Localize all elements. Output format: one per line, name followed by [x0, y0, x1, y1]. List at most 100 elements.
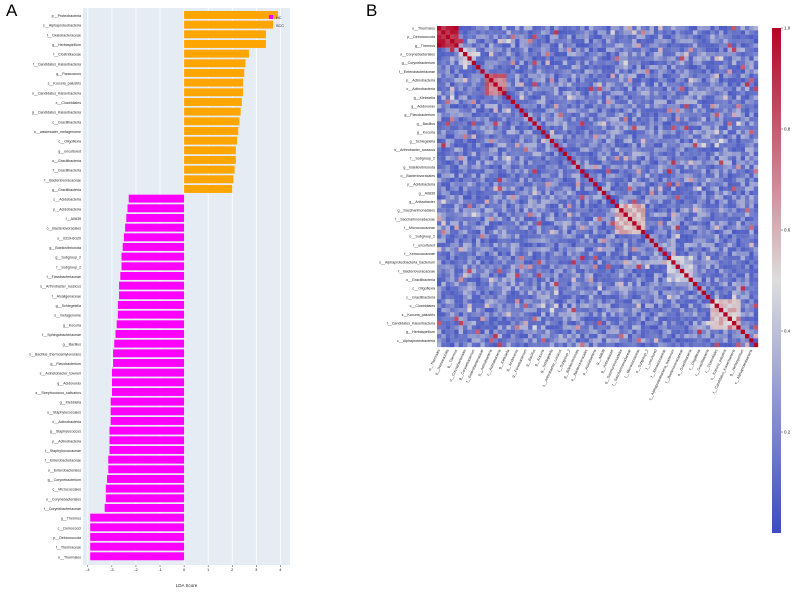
- heatmap-cell: [727, 138, 733, 144]
- heatmap-cell: [528, 177, 533, 183]
- heatmap-cell: [575, 190, 581, 196]
- heatmap-cell: [614, 164, 620, 170]
- heatmap-cell: [714, 52, 720, 57]
- heatmap-cell: [445, 130, 451, 135]
- heatmap-cell: [489, 26, 494, 31]
- heatmap-cell: [471, 212, 477, 218]
- heatmap-cell: [493, 73, 498, 79]
- heatmap-cell: [580, 56, 585, 61]
- heatmap-cell: [675, 294, 681, 300]
- heatmap-cell: [692, 52, 698, 57]
- heatmap-cell: [437, 294, 442, 300]
- heatmap-cell: [584, 212, 589, 218]
- heatmap-cell: [619, 60, 624, 66]
- heatmap-cell: [731, 195, 737, 200]
- heatmap-cell: [567, 177, 572, 183]
- heatmap-cell: [463, 225, 468, 231]
- heatmap-cell: [541, 60, 546, 66]
- bar-f__Thermaceae: [90, 542, 185, 551]
- heatmap-cell: [454, 78, 459, 83]
- heatmap-cell: [666, 264, 672, 270]
- heatmap-cell: [731, 91, 737, 96]
- heatmap-cell: [506, 99, 511, 105]
- heatmap-cell: [554, 277, 559, 283]
- heatmap-cell: [437, 290, 442, 296]
- heatmap-cell: [484, 173, 490, 178]
- heatmap-cell: [554, 91, 559, 96]
- heatmap-cell: [541, 82, 546, 87]
- category-label: f__Bacteriovoracaceae: [44, 178, 81, 182]
- heatmap-cell: [584, 34, 589, 40]
- heatmap-cell: [445, 138, 451, 144]
- heatmap-cell: [588, 60, 594, 66]
- heatmap-cell: [736, 229, 741, 235]
- heatmap-cell: [753, 234, 759, 239]
- heatmap-cell: [480, 238, 485, 244]
- heatmap-cell: [580, 268, 585, 274]
- heatmap-cell: [736, 151, 741, 157]
- heatmap-cell: [658, 82, 663, 87]
- heatmap-cell: [662, 121, 668, 126]
- heatmap-cell: [558, 303, 563, 309]
- heatmap-cell: [519, 173, 524, 178]
- heatmap-cell: [588, 242, 594, 248]
- heatmap-cell: [675, 69, 681, 74]
- heatmap-cell: [649, 203, 655, 209]
- heatmap-cell: [601, 78, 607, 83]
- heatmap-cell: [437, 203, 442, 209]
- heatmap-cell: [536, 86, 542, 92]
- heatmap-cell: [684, 112, 689, 118]
- heatmap-cell: [727, 134, 733, 139]
- heatmap-cell: [723, 299, 728, 304]
- heatmap-cell: [450, 99, 455, 105]
- heatmap-cell: [679, 221, 685, 226]
- heatmap-cell: [580, 69, 585, 74]
- heatmap-cell: [636, 56, 642, 61]
- heatmap-cell: [636, 208, 642, 213]
- heatmap-cell: [653, 34, 659, 40]
- heatmap-cell: [593, 186, 598, 191]
- heatmap-cell: [627, 303, 633, 309]
- heatmap-cell: [753, 216, 759, 222]
- heatmap-cell: [497, 203, 503, 209]
- heatmap-cell: [705, 47, 711, 53]
- heatmap-cell: [584, 260, 589, 265]
- heatmap-cell: [666, 104, 672, 109]
- heatmap-cell: [549, 134, 555, 139]
- heatmap-cell: [571, 52, 576, 57]
- heatmap-cell: [528, 173, 533, 178]
- heatmap-cell: [653, 112, 659, 118]
- heatmap-cell: [541, 173, 546, 178]
- heatmap-cell: [575, 303, 581, 309]
- heatmap-cell: [545, 125, 550, 131]
- bar-s__Streptococcus_salivarius: [111, 388, 185, 396]
- heatmap-cell: [645, 39, 650, 44]
- heatmap-cell: [593, 47, 598, 53]
- heatmap-cell: [549, 195, 555, 200]
- heatmap-cell: [567, 268, 572, 274]
- heatmap-cell: [493, 104, 498, 109]
- heatmap-cell: [558, 156, 563, 161]
- heatmap-cell: [614, 160, 620, 165]
- heatmap-cell: [554, 242, 559, 248]
- heatmap-cell: [450, 234, 455, 239]
- heatmap-cell: [562, 112, 568, 118]
- heatmap-cell: [480, 190, 485, 196]
- heatmap-cell: [445, 39, 451, 44]
- heatmap-cell: [675, 225, 681, 231]
- heatmap-cell: [467, 277, 472, 283]
- heatmap-cell: [671, 160, 676, 165]
- heatmap-cell: [567, 130, 572, 135]
- heatmap-cell: [658, 164, 663, 170]
- heatmap-cell: [701, 147, 707, 152]
- heatmap-cell: [675, 52, 681, 57]
- heatmap-cell: [710, 30, 715, 35]
- heatmap-cell: [658, 299, 663, 304]
- heatmap-cell: [627, 177, 633, 183]
- heatmap-cell: [697, 56, 702, 61]
- heatmap-cell: [463, 255, 468, 261]
- heatmap-cell: [497, 242, 503, 248]
- heatmap-cell: [710, 260, 715, 265]
- heatmap-cell: [731, 108, 737, 113]
- heatmap-cell: [610, 264, 616, 270]
